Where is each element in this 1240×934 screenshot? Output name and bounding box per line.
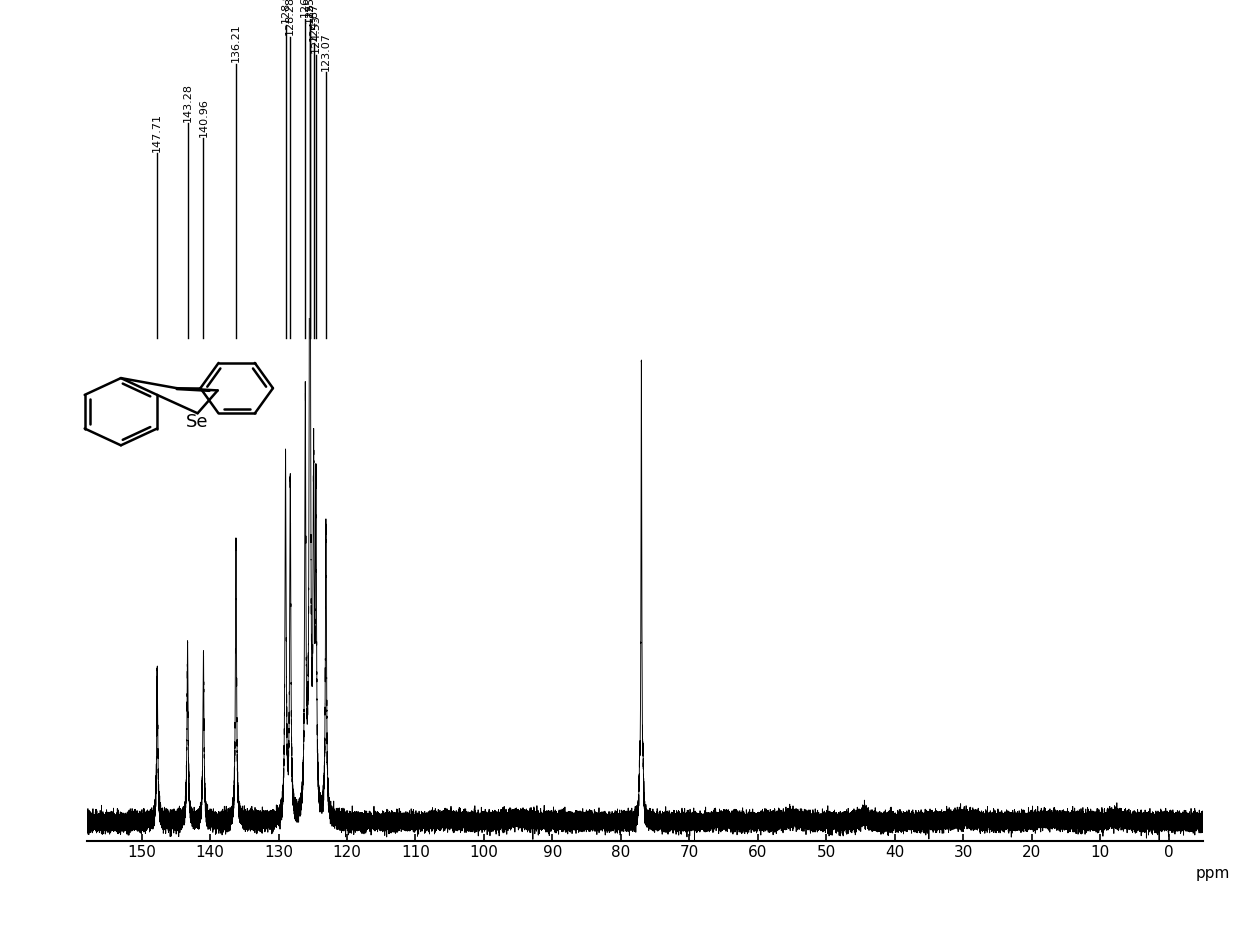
Text: 125.43: 125.43 xyxy=(305,0,315,17)
Text: 140.96: 140.96 xyxy=(198,98,208,136)
Text: 126.09: 126.09 xyxy=(300,0,310,17)
Text: 128.28: 128.28 xyxy=(285,0,295,35)
Text: Se: Se xyxy=(186,413,208,431)
Text: 128.97: 128.97 xyxy=(280,0,290,23)
Text: 124.87: 124.87 xyxy=(309,2,319,41)
Text: 125.40: 125.40 xyxy=(305,0,315,23)
Text: 147.71: 147.71 xyxy=(153,113,162,151)
Text: 124.53: 124.53 xyxy=(311,14,321,53)
Text: 123.07: 123.07 xyxy=(321,32,331,71)
Text: 143.28: 143.28 xyxy=(182,83,192,121)
Text: 136.21: 136.21 xyxy=(231,23,241,62)
Text: ppm: ppm xyxy=(1195,867,1230,882)
